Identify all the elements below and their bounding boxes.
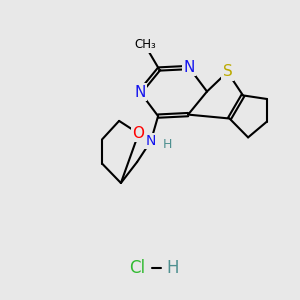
Text: N: N xyxy=(183,60,195,75)
Text: Cl: Cl xyxy=(129,259,145,277)
Text: H: H xyxy=(167,259,179,277)
Text: N: N xyxy=(134,85,146,100)
Text: S: S xyxy=(223,64,232,80)
Text: H: H xyxy=(162,138,172,152)
Text: CH₃: CH₃ xyxy=(134,38,156,52)
Text: N: N xyxy=(146,134,156,148)
Text: O: O xyxy=(133,126,145,141)
